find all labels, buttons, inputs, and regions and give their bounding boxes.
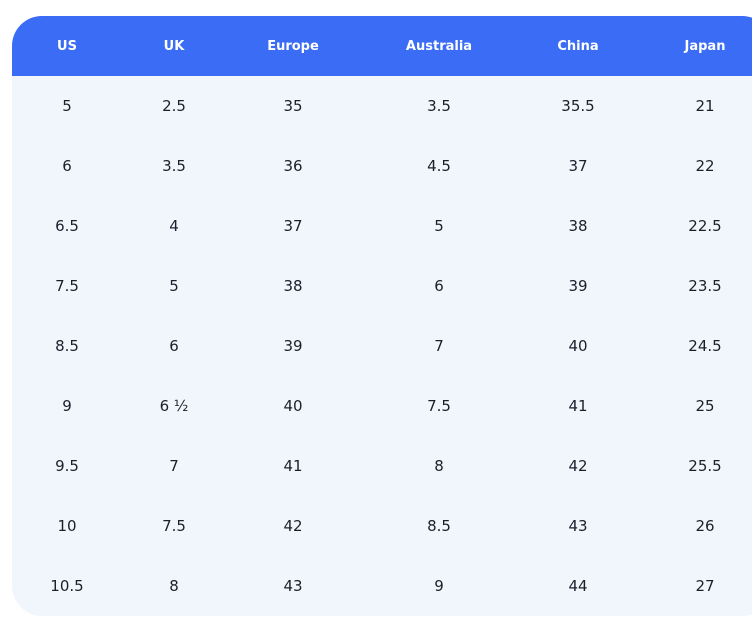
table-cell: 8.5 bbox=[427, 517, 451, 535]
table-cell: 37 bbox=[568, 157, 588, 175]
size-table: US UK Europe Australia China Japan 5 2.5 35 3.5 3… bbox=[12, 16, 752, 616]
column-header: Japan bbox=[638, 16, 752, 76]
table-cell: 43 bbox=[283, 577, 303, 595]
column-header: US bbox=[12, 16, 122, 76]
table-cell: 42 bbox=[568, 457, 588, 475]
table-cell: 38 bbox=[283, 277, 303, 295]
table-cell: 41 bbox=[568, 397, 588, 415]
table-cell: 22 bbox=[695, 157, 715, 175]
table-cell: 9 bbox=[434, 577, 444, 595]
table-cell: 8.5 bbox=[55, 337, 79, 355]
table-cell: 7 bbox=[169, 457, 179, 475]
table-cell: 35 bbox=[283, 97, 303, 115]
table-cell: 41 bbox=[283, 457, 303, 475]
table-cell: 2.5 bbox=[162, 97, 186, 115]
table-cell: 4.5 bbox=[427, 157, 451, 175]
table-cell: 42 bbox=[283, 517, 303, 535]
table-row: 8.5 6 39 7 40 24.5 bbox=[12, 316, 752, 376]
table-cell: 37 bbox=[283, 217, 303, 235]
table-cell: 6 bbox=[169, 337, 179, 355]
table-cell: 40 bbox=[568, 337, 588, 355]
column-header: China bbox=[518, 16, 638, 76]
table-cell: 6 bbox=[62, 157, 72, 175]
table-cell: 43 bbox=[568, 517, 588, 535]
column-header: Australia bbox=[360, 16, 518, 76]
table-row: 7.5 5 38 6 39 23.5 bbox=[12, 256, 752, 316]
table-cell: 6.5 bbox=[55, 217, 79, 235]
table-row: 6 3.5 36 4.5 37 22 bbox=[12, 136, 752, 196]
table-cell: 3.5 bbox=[162, 157, 186, 175]
column-header: Europe bbox=[226, 16, 360, 76]
table-cell: 5 bbox=[62, 97, 72, 115]
table-cell: 26 bbox=[695, 517, 715, 535]
table-cell: 5 bbox=[169, 277, 179, 295]
table-cell: 44 bbox=[568, 577, 588, 595]
table-body: 5 2.5 35 3.5 35.5 21 6 3.5 36 4.5 37 22 6.5 4 37 5 38 22.… bbox=[12, 76, 752, 616]
table-cell: 27 bbox=[695, 577, 715, 595]
table-cell: 25.5 bbox=[688, 457, 722, 475]
table-cell: 39 bbox=[568, 277, 588, 295]
table-cell: 4 bbox=[169, 217, 179, 235]
table-row: 9.5 7 41 8 42 25.5 bbox=[12, 436, 752, 496]
table-cell: 7.5 bbox=[55, 277, 79, 295]
table-cell: 3.5 bbox=[427, 97, 451, 115]
table-cell: 36 bbox=[283, 157, 303, 175]
table-cell: 40 bbox=[283, 397, 303, 415]
size-table-container: US UK Europe Australia China Japan 5 2.5 35 3.5 3… bbox=[12, 16, 752, 616]
table-cell: 21 bbox=[695, 97, 715, 115]
table-cell: 22.5 bbox=[688, 217, 722, 235]
table-cell: 10 bbox=[57, 517, 77, 535]
table-row: 10 7.5 42 8.5 43 26 bbox=[12, 496, 752, 556]
column-header: UK bbox=[122, 16, 226, 76]
table-cell: 24.5 bbox=[688, 337, 722, 355]
table-cell: 9 bbox=[62, 397, 72, 415]
table-cell: 8 bbox=[434, 457, 444, 475]
table-cell: 5 bbox=[434, 217, 444, 235]
table-cell: 23.5 bbox=[688, 277, 722, 295]
table-cell: 6 ½ bbox=[159, 397, 189, 415]
table-cell: 6 bbox=[434, 277, 444, 295]
table-cell: 39 bbox=[283, 337, 303, 355]
table-cell: 7.5 bbox=[162, 517, 186, 535]
table-row: 9 6 ½ 40 7.5 41 25 bbox=[12, 376, 752, 436]
table-cell: 10.5 bbox=[50, 577, 84, 595]
table-row: 5 2.5 35 3.5 35.5 21 bbox=[12, 76, 752, 136]
table-cell: 25 bbox=[695, 397, 715, 415]
table-cell: 35.5 bbox=[561, 97, 595, 115]
table-cell: 7 bbox=[434, 337, 444, 355]
table-cell: 38 bbox=[568, 217, 588, 235]
table-cell: 9.5 bbox=[55, 457, 79, 475]
table-row: 6.5 4 37 5 38 22.5 bbox=[12, 196, 752, 256]
table-cell: 8 bbox=[169, 577, 179, 595]
table-cell: 7.5 bbox=[427, 397, 451, 415]
table-row: 10.5 8 43 9 44 27 bbox=[12, 556, 752, 616]
header-row: US UK Europe Australia China Japan bbox=[12, 16, 752, 76]
